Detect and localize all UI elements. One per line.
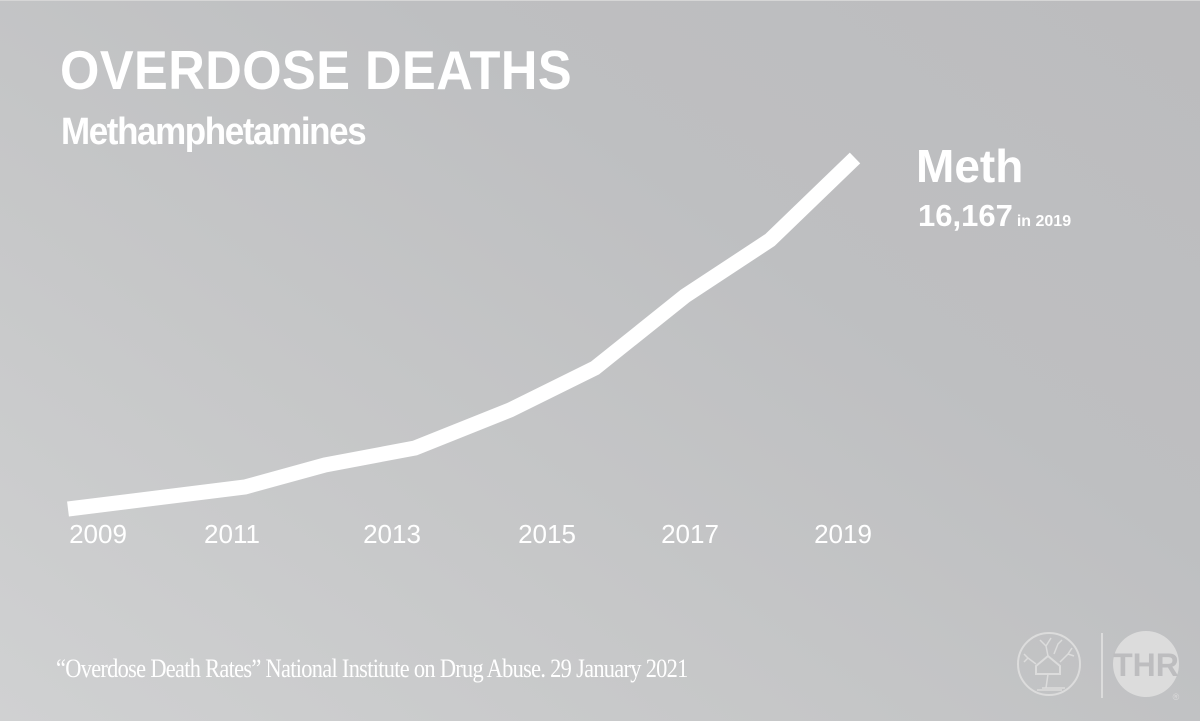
x-tick-label: 2009 bbox=[69, 519, 127, 549]
series-value-number: 16,167 bbox=[918, 198, 1013, 233]
top-border bbox=[0, 0, 1200, 1]
chart-subtitle: Methamphetamines bbox=[61, 111, 367, 153]
meth-series-line bbox=[67, 152, 861, 517]
svg-text:®: ® bbox=[1173, 692, 1180, 702]
series-label: Meth bbox=[916, 140, 1024, 192]
thr-logo-icon: THR ® bbox=[1113, 631, 1180, 702]
x-tick-label: 2015 bbox=[518, 519, 576, 549]
x-tick-label: 2011 bbox=[204, 519, 260, 549]
x-tick-label: 2017 bbox=[661, 519, 719, 549]
series-value-suffix: in 2019 bbox=[1016, 213, 1072, 230]
logos: THR ® bbox=[1017, 631, 1180, 702]
source-citation: “Overdose Death Rates” National Institut… bbox=[56, 654, 688, 683]
treehouse-logo-icon bbox=[1017, 632, 1081, 696]
x-tick-label: 2019 bbox=[814, 519, 872, 549]
chart-title: OVERDOSE DEATHS bbox=[60, 39, 573, 101]
series-value: 16,167 in 2019 bbox=[918, 200, 1071, 231]
x-tick-label: 2013 bbox=[363, 519, 421, 549]
svg-text:THR: THR bbox=[1113, 647, 1179, 683]
